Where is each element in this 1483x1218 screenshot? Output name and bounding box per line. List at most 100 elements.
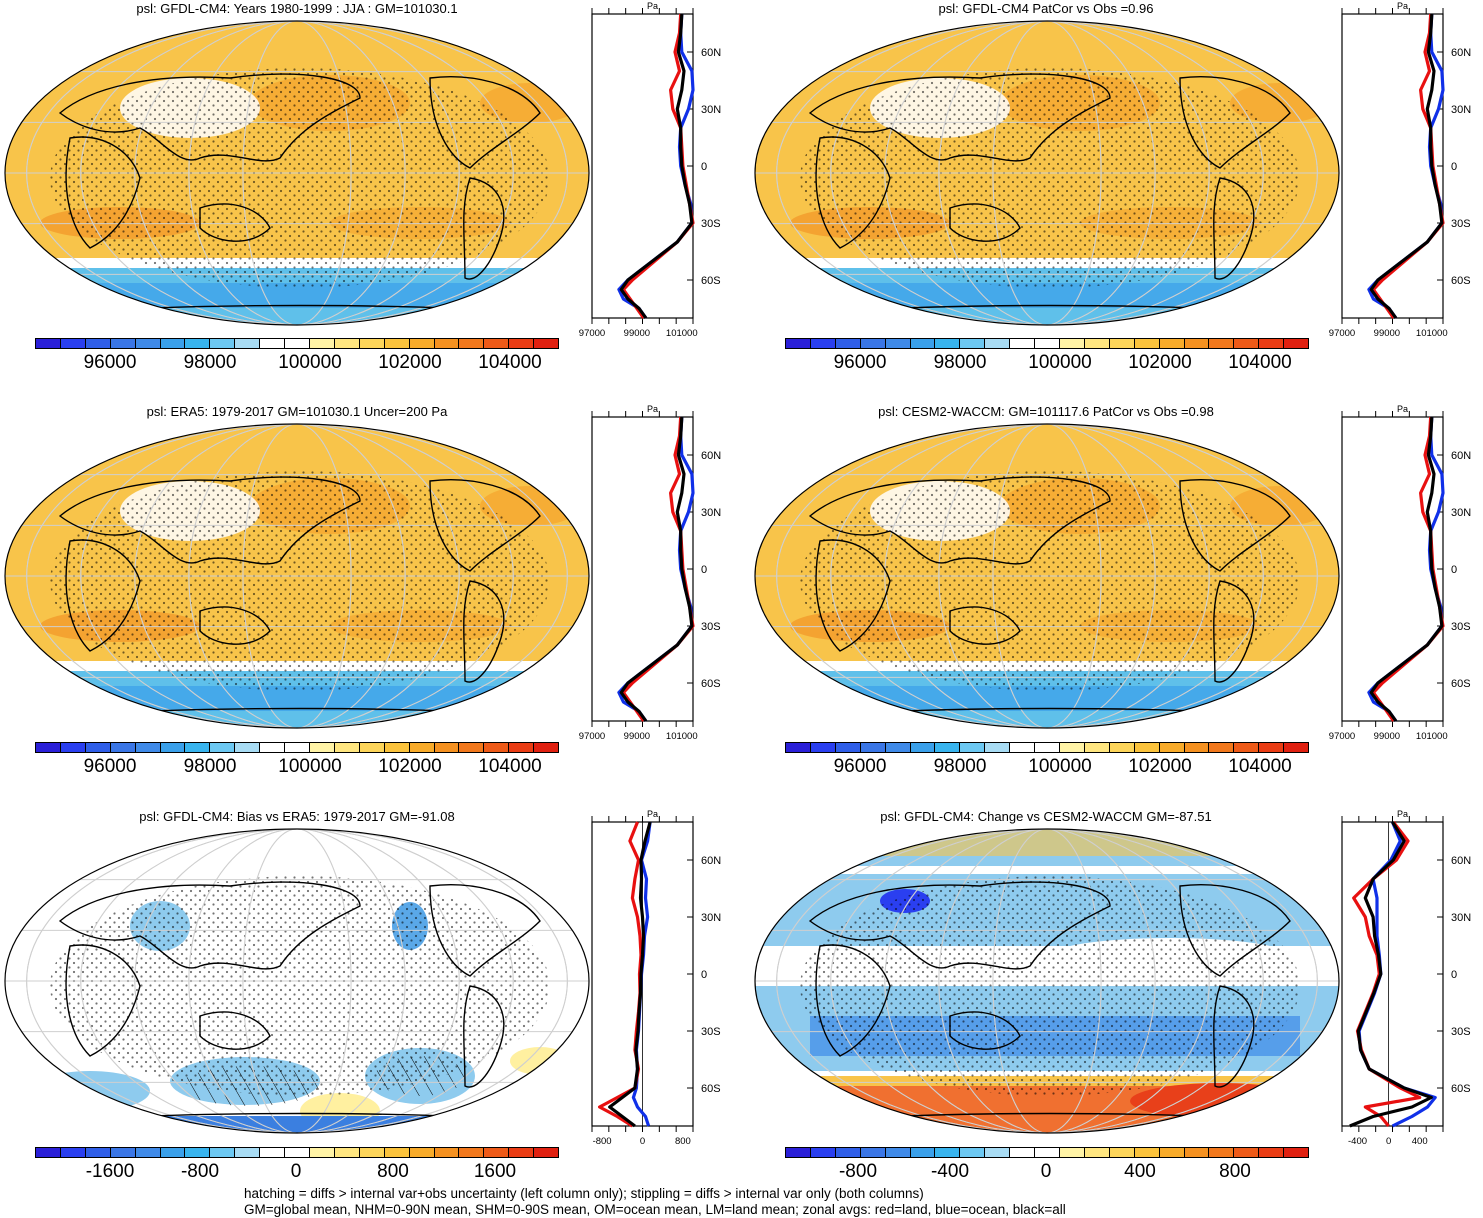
zonal-x-label: 99000 xyxy=(1374,328,1400,339)
panel-title-2: psl: GFDL-CM4 PatCor vs Obs =0.96 xyxy=(938,1,1154,16)
colorbar-swatch xyxy=(135,743,161,752)
zonal-lat-label: 0 xyxy=(1451,161,1457,173)
coastline xyxy=(429,479,541,572)
map-panel-4 xyxy=(754,423,1340,729)
colorbar-swatch xyxy=(1209,339,1235,348)
colorbar-swatch xyxy=(359,743,385,752)
colorbar-swatch xyxy=(960,743,986,752)
zonal-plot-2: Pa 60N 30N 0 30S 60S 97000 99000 101000 xyxy=(1329,1,1471,339)
colorbar-swatch xyxy=(860,339,886,348)
zonal-lat-label: 60S xyxy=(1451,678,1471,690)
colorbar-swatch xyxy=(509,339,535,348)
colorbar-swatch xyxy=(60,339,86,348)
colorbar-swatch xyxy=(384,1148,410,1157)
coastline xyxy=(463,177,505,280)
zonal-plot-5: Pa 60N 30N 0 30S 60S -800 0 800 xyxy=(591,809,721,1147)
colorbar-swatch xyxy=(1209,743,1235,752)
zonal-line-all xyxy=(608,821,652,1128)
zonal-lat-label: 30S xyxy=(1451,218,1471,230)
footer-line-1: hatching = diffs > internal var+obs unce… xyxy=(244,1186,924,1201)
zonal-lat-label: 60S xyxy=(1451,275,1471,287)
colorbar-swatch xyxy=(185,743,211,752)
zonal-lat-label: 0 xyxy=(1451,969,1457,981)
zonal-x-label: 99000 xyxy=(624,731,650,742)
zonal-x-label: 101000 xyxy=(1416,328,1448,339)
zonal-plot-4: Pa 60N 30N 0 30S 60S 97000 99000 101000 xyxy=(1329,404,1471,742)
zonal-x-label: 101000 xyxy=(1416,731,1448,742)
colorbar-swatch xyxy=(210,1148,236,1157)
colorbar-swatch xyxy=(235,743,261,752)
zonal-x-label: 101000 xyxy=(666,328,698,339)
coastline xyxy=(58,881,361,970)
zonal-unit-label: Pa xyxy=(647,809,658,819)
zonal-lat-label: 60S xyxy=(701,1083,721,1095)
colorbar-swatch xyxy=(1234,1148,1260,1157)
zonal-line-ocean xyxy=(1357,821,1437,1128)
colorbar-swatch xyxy=(484,1148,510,1157)
coastline xyxy=(808,881,1111,970)
map-border xyxy=(4,828,590,1134)
colorbar-swatch xyxy=(110,1148,136,1157)
coastline xyxy=(808,476,1111,565)
zonal-lat-label: 60N xyxy=(1451,855,1471,867)
colorbar-swatch xyxy=(1284,1148,1309,1157)
zonal-x-label: 97000 xyxy=(579,328,605,339)
colorbar-swatch xyxy=(935,1148,961,1157)
colorbar-swatch xyxy=(1134,339,1160,348)
coastline xyxy=(815,136,891,249)
colorbar-swatch xyxy=(110,339,136,348)
coastline xyxy=(463,985,505,1088)
zonal-x-label: 0 xyxy=(1386,1136,1391,1147)
coastline xyxy=(429,884,541,977)
colorbar-swatch xyxy=(409,339,435,348)
zonal-lat-label: 30N xyxy=(701,912,721,924)
colorbar-swatch xyxy=(309,1148,335,1157)
coastline xyxy=(58,73,361,162)
colorbar-swatch xyxy=(960,1148,986,1157)
coastline xyxy=(199,1011,271,1050)
colorbar-2 xyxy=(785,338,1309,349)
colorbar-swatch xyxy=(910,339,936,348)
colorbar-1 xyxy=(35,338,559,349)
colorbar-swatch xyxy=(384,339,410,348)
zonal-x-label: -400 xyxy=(1348,1136,1367,1147)
colorbar-swatch xyxy=(1259,1148,1285,1157)
colorbar-swatch xyxy=(60,743,86,752)
coastline xyxy=(429,76,541,169)
colorbar-swatch xyxy=(1159,339,1185,348)
colorbar-6 xyxy=(785,1147,1309,1158)
colorbar-swatch xyxy=(1159,1148,1185,1157)
colorbar-swatch xyxy=(1059,339,1085,348)
footer-line-2: GM=global mean, NHM=0-90N mean, SHM=0-90… xyxy=(244,1202,1066,1217)
coastline xyxy=(65,944,141,1057)
colorbar-swatch xyxy=(885,743,911,752)
map-panel-2 xyxy=(754,20,1340,326)
colorbar-swatch xyxy=(835,339,861,348)
coastline xyxy=(808,73,1111,162)
colorbar-swatch xyxy=(359,339,385,348)
coastline xyxy=(463,580,505,683)
colorbar-swatch xyxy=(1010,339,1036,348)
colorbar-swatch xyxy=(459,339,485,348)
colorbar-swatch xyxy=(285,1148,310,1157)
colorbar-swatch xyxy=(860,743,886,752)
colorbar-swatch xyxy=(810,743,836,752)
zonal-lat-label: 30S xyxy=(701,621,721,633)
zonal-unit-label: Pa xyxy=(647,1,658,11)
colorbar-swatch xyxy=(1084,743,1110,752)
colorbar-swatch xyxy=(534,743,559,752)
colorbar-swatch xyxy=(810,339,836,348)
zonal-lat-label: 30N xyxy=(701,507,721,519)
colorbar-swatch xyxy=(509,743,535,752)
colorbar-swatch xyxy=(384,743,410,752)
zonal-x-label: 0 xyxy=(640,1136,645,1147)
colorbar-swatch xyxy=(185,1148,211,1157)
colorbar-swatch xyxy=(1134,743,1160,752)
colorbar-swatch xyxy=(1059,743,1085,752)
map-panel-3 xyxy=(4,423,590,729)
zonal-lat-label: 60S xyxy=(701,678,721,690)
colorbar-swatch xyxy=(910,743,936,752)
zonal-lat-label: 0 xyxy=(701,161,707,173)
colorbar-swatch xyxy=(1184,1148,1210,1157)
colorbar-swatch xyxy=(110,743,136,752)
